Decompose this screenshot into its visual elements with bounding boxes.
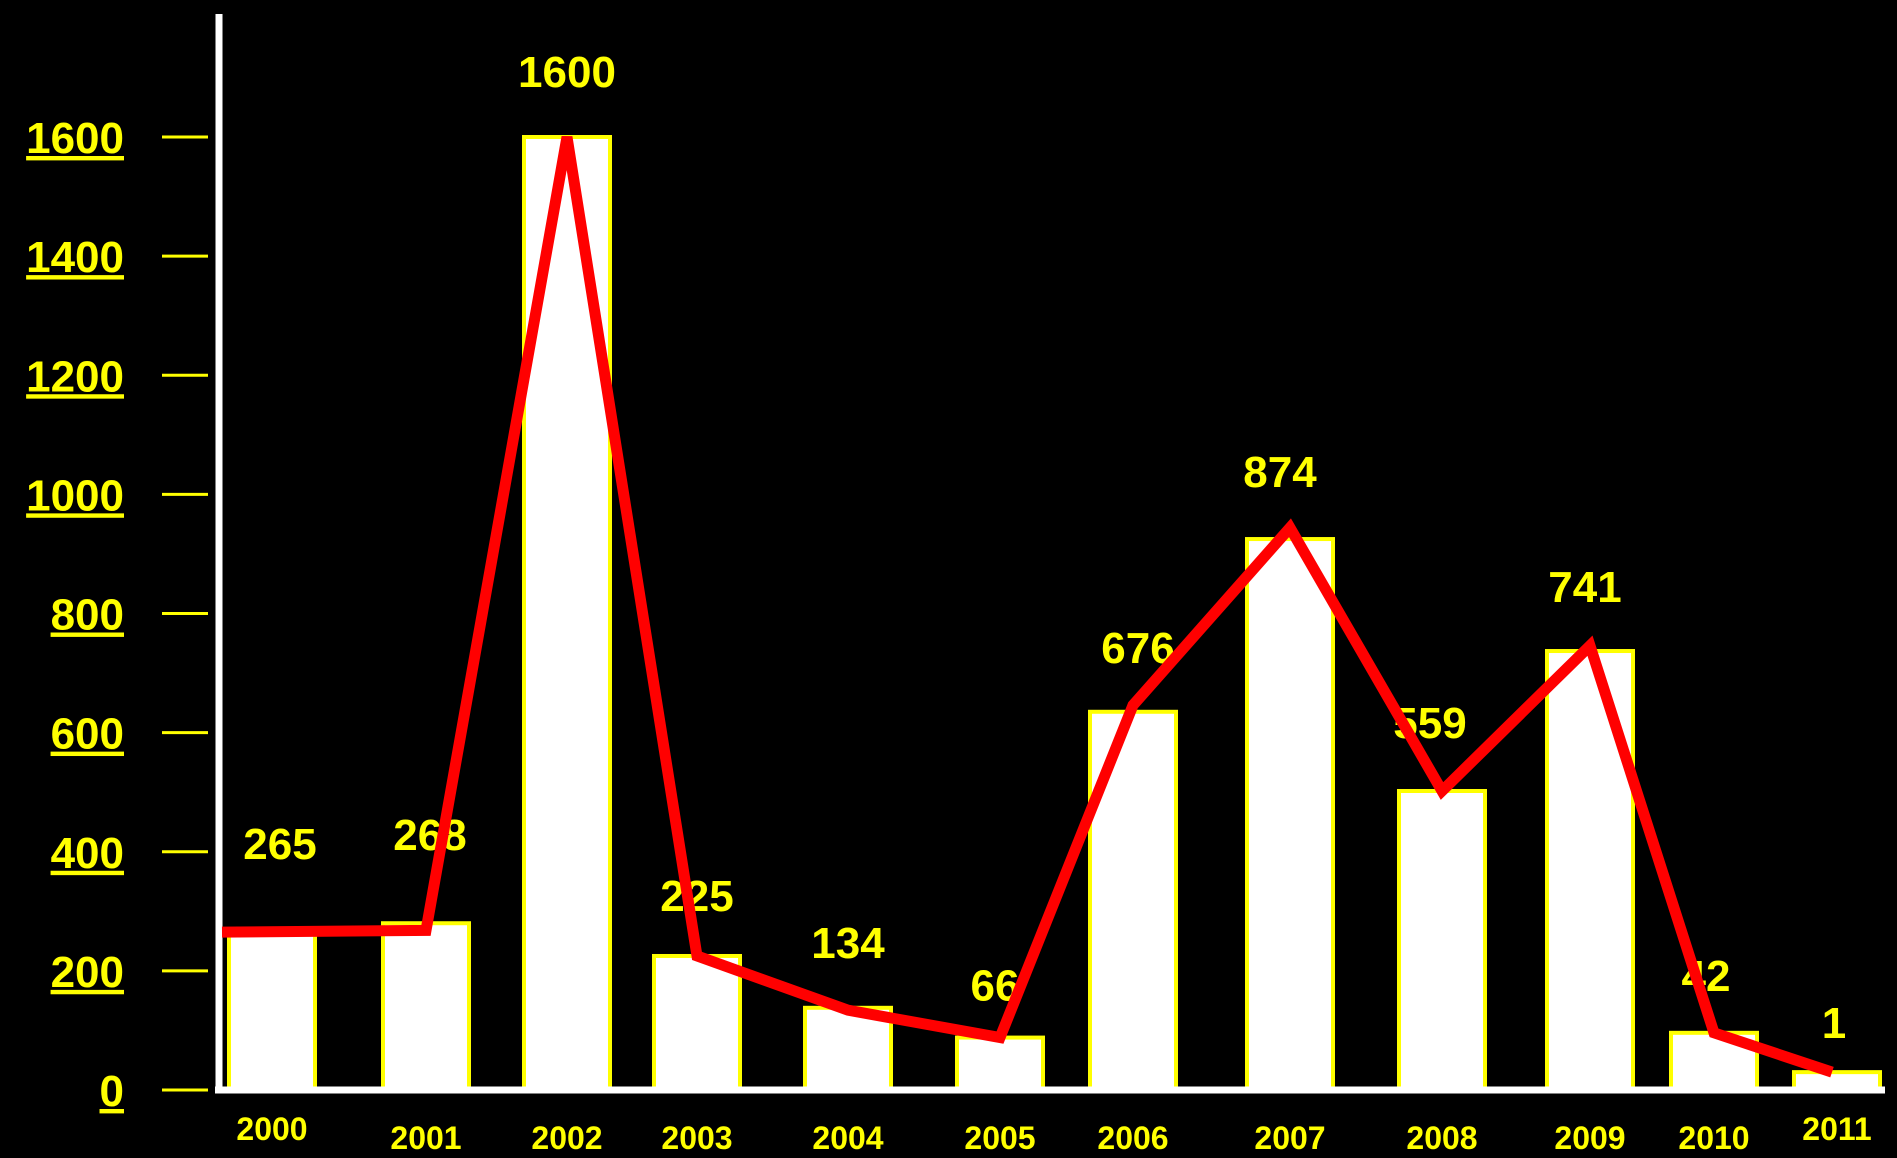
- y-tick-label-800: 800: [51, 591, 124, 640]
- bar-2007: [1245, 537, 1335, 1092]
- x-tick-label-2001: 2001: [390, 1120, 461, 1156]
- x-tick-label-2003: 2003: [661, 1120, 732, 1156]
- data-label-2002: 1600: [518, 48, 616, 97]
- y-tick-label-0: 0: [100, 1067, 124, 1116]
- y-tick-label-600: 600: [51, 710, 124, 759]
- y-tick-label-200: 200: [51, 948, 124, 997]
- x-tick-label-2005: 2005: [964, 1120, 1035, 1156]
- x-tick-label-2009: 2009: [1554, 1120, 1625, 1156]
- x-tick-label-2010: 2010: [1678, 1120, 1749, 1156]
- y-tick-label-400: 400: [51, 829, 124, 878]
- data-label-2007: 874: [1243, 448, 1317, 497]
- x-tick-label-2008: 2008: [1406, 1120, 1477, 1156]
- y-tick-label-1000: 1000: [26, 471, 124, 520]
- data-label-2000: 265: [243, 820, 316, 869]
- y-tick-label-1400: 1400: [26, 233, 124, 282]
- bar-2008: [1397, 788, 1487, 1093]
- data-label-2003: 225: [660, 872, 733, 921]
- bar-2005: [955, 1035, 1045, 1092]
- bar-2000: [227, 930, 317, 1092]
- x-tick-label-2007: 2007: [1254, 1120, 1325, 1156]
- bar-2003: [652, 953, 742, 1092]
- x-tick-label-2002: 2002: [531, 1120, 602, 1156]
- y-tick-label-1600: 1600: [26, 114, 124, 163]
- bar-2009: [1545, 649, 1635, 1092]
- bar-2001: [381, 921, 471, 1092]
- line-group: [221, 136, 1834, 1078]
- y-tick-label-1200: 1200: [26, 352, 124, 401]
- x-tick-label-2006: 2006: [1097, 1120, 1168, 1156]
- x-tick-label-2011: 2011: [1802, 1111, 1871, 1147]
- data-label-2004: 134: [811, 919, 885, 968]
- x-tick-label-2004: 2004: [812, 1120, 883, 1156]
- trend-line: [221, 136, 1834, 1078]
- axis-group: [162, 14, 1885, 1094]
- data-label-2011: 1: [1822, 999, 1846, 1048]
- data-label-2009: 741: [1548, 563, 1621, 612]
- data-label-2001: 268: [393, 811, 466, 860]
- x-tick-label-2000: 2000: [236, 1111, 307, 1147]
